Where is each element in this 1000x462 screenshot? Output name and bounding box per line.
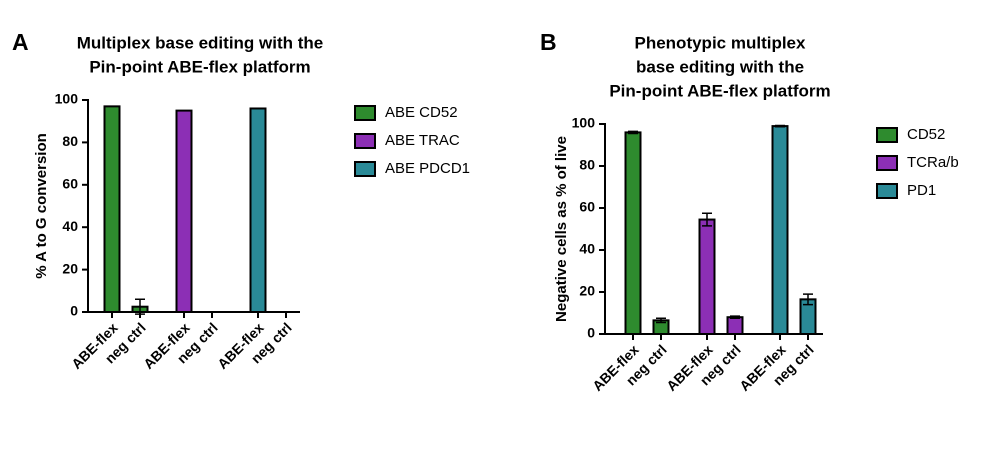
legend-swatch [876, 155, 898, 171]
legend-label: PD1 [907, 182, 936, 199]
legend-label: CD52 [907, 126, 945, 143]
legend-label: ABE TRAC [385, 132, 460, 149]
chart-title: base editing with the [636, 57, 804, 76]
error-bar [775, 124, 785, 128]
legend-label: TCRa/b [907, 154, 959, 171]
bar [624, 131, 642, 335]
bar [249, 107, 267, 314]
y-tick-label: 100 [55, 91, 79, 107]
y-axis-label: Negative cells as % of live [553, 136, 570, 322]
y-tick-label: 20 [579, 283, 595, 299]
bar [175, 109, 193, 313]
chart-title: Pin-point ABE-flex platform [89, 57, 310, 76]
error-bar [135, 298, 145, 315]
y-tick-label: 20 [62, 260, 78, 276]
legend-swatch [876, 127, 898, 143]
error-bar [803, 293, 813, 306]
error-bar [702, 212, 712, 227]
legend-swatch [354, 161, 376, 177]
y-axis-label: % A to G conversion [33, 133, 50, 279]
y-tick-label: 80 [579, 157, 595, 173]
error-bar [656, 317, 666, 324]
bar [726, 316, 744, 336]
y-tick-label: 40 [579, 241, 595, 257]
bar [103, 105, 121, 313]
y-tick-label: 0 [70, 303, 78, 319]
bar [698, 218, 716, 335]
y-tick-label: 100 [572, 115, 596, 131]
chart-title: Multiplex base editing with the [77, 33, 324, 52]
y-tick-label: 40 [62, 218, 78, 234]
error-bar [628, 130, 638, 135]
y-tick-label: 60 [579, 199, 595, 215]
legend-label: ABE PDCD1 [385, 160, 470, 177]
legend-label: ABE CD52 [385, 104, 458, 121]
chart-title: Pin-point ABE-flex platform [609, 81, 830, 100]
panel-label: B [540, 29, 557, 55]
y-tick-label: 0 [587, 325, 595, 341]
legend-swatch [354, 105, 376, 121]
y-tick-label: 60 [62, 176, 78, 192]
error-bar [730, 315, 740, 319]
chart-title: Phenotypic multiplex [635, 33, 807, 52]
panel-label: A [12, 29, 29, 55]
legend-swatch [876, 183, 898, 199]
legend-swatch [354, 133, 376, 149]
y-tick-label: 80 [62, 133, 78, 149]
bar [771, 125, 789, 335]
